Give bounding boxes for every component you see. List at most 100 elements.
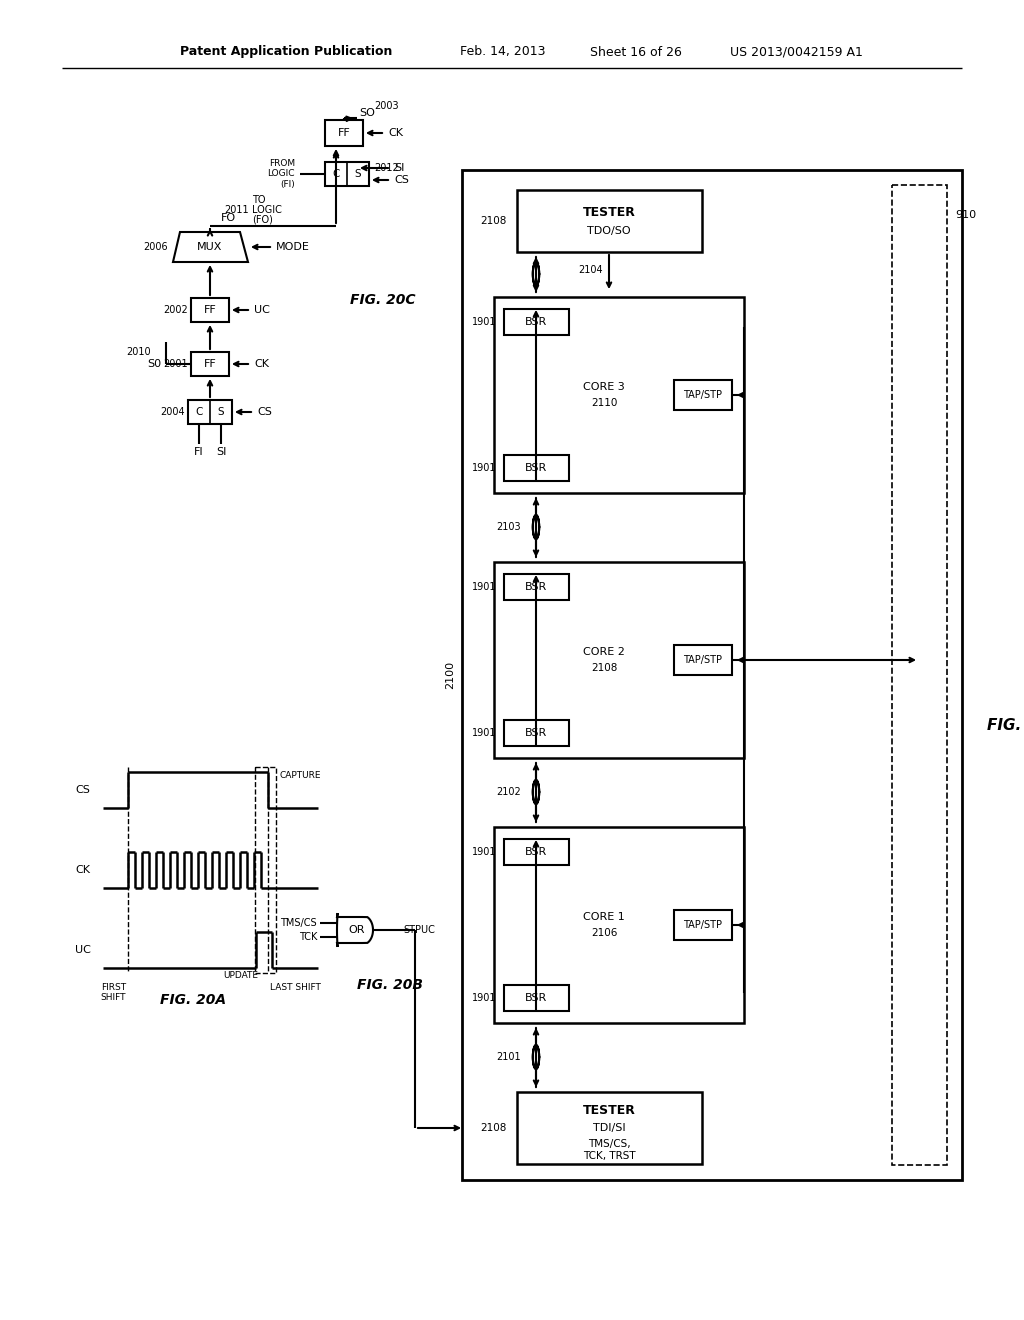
Text: 2010: 2010 <box>126 347 151 356</box>
Text: 910: 910 <box>955 210 976 220</box>
Text: FROM
LOGIC
(FI): FROM LOGIC (FI) <box>267 160 295 189</box>
Text: US 2013/0042159 A1: US 2013/0042159 A1 <box>730 45 863 58</box>
Polygon shape <box>337 913 373 946</box>
Text: CS: CS <box>257 407 272 417</box>
Text: SHIFT: SHIFT <box>100 994 126 1002</box>
Text: 2106: 2106 <box>591 928 617 939</box>
Text: FIG. 21: FIG. 21 <box>987 718 1024 733</box>
Text: SO: SO <box>359 108 375 117</box>
Text: 1901: 1901 <box>471 582 496 591</box>
Text: TCK, TRST: TCK, TRST <box>583 1151 635 1162</box>
Text: 1901: 1901 <box>471 993 496 1003</box>
Text: LAST SHIFT: LAST SHIFT <box>270 983 321 993</box>
Bar <box>674 909 732 940</box>
Text: TO: TO <box>252 195 265 205</box>
Bar <box>494 828 744 1023</box>
Polygon shape <box>173 232 248 261</box>
Bar <box>462 170 962 1180</box>
Bar <box>255 767 276 973</box>
Text: 2110: 2110 <box>591 399 617 408</box>
Text: 2011: 2011 <box>224 205 249 215</box>
Text: MODE: MODE <box>276 242 310 252</box>
Text: BSR: BSR <box>525 729 547 738</box>
Text: TAP/STP: TAP/STP <box>683 920 723 931</box>
Text: BSR: BSR <box>525 993 547 1003</box>
Text: C: C <box>333 169 340 180</box>
Text: CORE 2: CORE 2 <box>583 647 625 657</box>
Text: TCK: TCK <box>299 932 317 942</box>
Text: Patent Application Publication: Patent Application Publication <box>180 45 392 58</box>
Text: BSR: BSR <box>525 463 547 473</box>
Text: S: S <box>354 169 361 180</box>
Bar <box>504 574 569 601</box>
Text: FIG. 20B: FIG. 20B <box>357 978 423 993</box>
Text: 2006: 2006 <box>143 242 168 252</box>
Bar <box>674 645 732 675</box>
Text: TDO/SO: TDO/SO <box>587 226 631 236</box>
Text: 2012: 2012 <box>374 162 398 173</box>
Bar <box>504 455 569 480</box>
Bar <box>494 297 744 492</box>
Text: 1901: 1901 <box>471 463 496 473</box>
Text: CK: CK <box>254 359 269 370</box>
Text: FIRST: FIRST <box>101 983 126 993</box>
Text: FF: FF <box>204 305 216 315</box>
Bar <box>504 985 569 1011</box>
Text: TESTER: TESTER <box>583 1104 636 1117</box>
Text: 2108: 2108 <box>591 663 617 673</box>
Text: BSR: BSR <box>525 847 547 857</box>
Text: FIG. 20C: FIG. 20C <box>350 293 416 308</box>
Text: 1901: 1901 <box>471 729 496 738</box>
Bar <box>191 352 229 376</box>
Text: CAPTURE: CAPTURE <box>279 771 321 780</box>
Bar <box>504 719 569 746</box>
Bar <box>325 120 362 147</box>
Bar <box>504 309 569 335</box>
Text: UC: UC <box>254 305 270 315</box>
Text: FIG. 20A: FIG. 20A <box>160 993 226 1007</box>
Text: C: C <box>196 407 203 417</box>
Text: 2102: 2102 <box>497 787 521 797</box>
Bar <box>517 190 702 252</box>
Text: BSR: BSR <box>525 582 547 591</box>
Text: CK: CK <box>76 865 90 875</box>
Text: OR: OR <box>349 925 366 935</box>
Bar <box>325 162 369 186</box>
Bar <box>892 185 947 1166</box>
Text: FI: FI <box>195 447 204 457</box>
Text: SI: SI <box>216 447 226 457</box>
Text: 2100: 2100 <box>445 661 455 689</box>
Text: MUX: MUX <box>198 242 222 252</box>
Text: CK: CK <box>388 128 403 139</box>
Bar <box>191 298 229 322</box>
Text: 2108: 2108 <box>480 216 507 226</box>
Text: CORE 1: CORE 1 <box>583 912 625 921</box>
Text: UC: UC <box>75 945 91 954</box>
Text: CS: CS <box>76 785 90 795</box>
Text: FO: FO <box>220 213 236 223</box>
Text: TESTER: TESTER <box>583 206 636 219</box>
Text: BSR: BSR <box>525 317 547 327</box>
Text: 2002: 2002 <box>163 305 188 315</box>
Text: 2003: 2003 <box>374 102 398 111</box>
Bar <box>674 380 732 411</box>
Text: TAP/STP: TAP/STP <box>683 389 723 400</box>
Text: 1901: 1901 <box>471 847 496 857</box>
Text: LOGIC: LOGIC <box>252 205 282 215</box>
Text: Sheet 16 of 26: Sheet 16 of 26 <box>590 45 682 58</box>
Text: TAP/STP: TAP/STP <box>683 655 723 665</box>
Text: Feb. 14, 2013: Feb. 14, 2013 <box>460 45 546 58</box>
Text: 2108: 2108 <box>480 1123 507 1133</box>
Text: (FO): (FO) <box>252 215 272 224</box>
Text: TMS/CS: TMS/CS <box>281 917 317 928</box>
Text: UPDATE: UPDATE <box>223 972 258 981</box>
Text: CORE 3: CORE 3 <box>583 381 625 392</box>
Bar <box>504 840 569 865</box>
Text: TMS/CS,: TMS/CS, <box>588 1139 631 1148</box>
Text: 2103: 2103 <box>497 521 521 532</box>
Text: S0: S0 <box>146 359 161 370</box>
Text: TDI/SI: TDI/SI <box>593 1123 626 1133</box>
Text: S: S <box>218 407 224 417</box>
Text: 2104: 2104 <box>579 265 603 275</box>
Text: SI: SI <box>394 162 404 173</box>
